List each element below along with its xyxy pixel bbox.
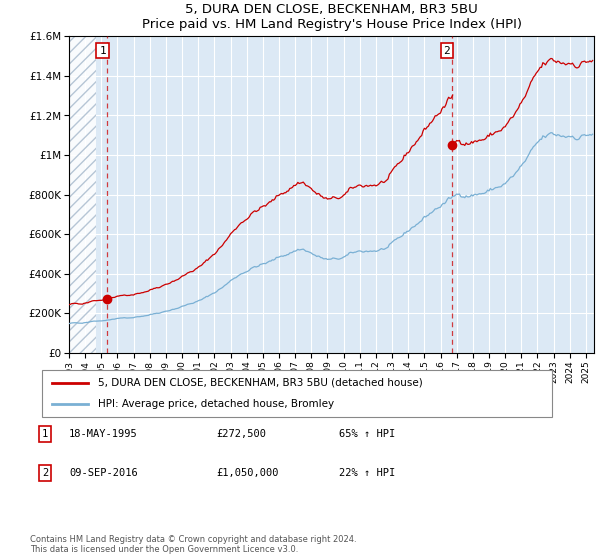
Text: £1,050,000: £1,050,000 — [216, 468, 278, 478]
Text: 22% ↑ HPI: 22% ↑ HPI — [339, 468, 395, 478]
Text: 5, DURA DEN CLOSE, BECKENHAM, BR3 5BU (detached house): 5, DURA DEN CLOSE, BECKENHAM, BR3 5BU (d… — [98, 378, 423, 388]
FancyBboxPatch shape — [42, 370, 552, 417]
Text: 1: 1 — [42, 429, 48, 439]
Text: £272,500: £272,500 — [216, 429, 266, 439]
Text: 18-MAY-1995: 18-MAY-1995 — [69, 429, 138, 439]
Text: 65% ↑ HPI: 65% ↑ HPI — [339, 429, 395, 439]
Text: 09-SEP-2016: 09-SEP-2016 — [69, 468, 138, 478]
Text: 2: 2 — [443, 45, 450, 55]
Text: Contains HM Land Registry data © Crown copyright and database right 2024.
This d: Contains HM Land Registry data © Crown c… — [30, 535, 356, 554]
Text: 1: 1 — [99, 45, 106, 55]
Text: HPI: Average price, detached house, Bromley: HPI: Average price, detached house, Brom… — [98, 399, 334, 409]
Title: 5, DURA DEN CLOSE, BECKENHAM, BR3 5BU
Price paid vs. HM Land Registry's House Pr: 5, DURA DEN CLOSE, BECKENHAM, BR3 5BU Pr… — [142, 3, 521, 31]
Text: 2: 2 — [42, 468, 48, 478]
